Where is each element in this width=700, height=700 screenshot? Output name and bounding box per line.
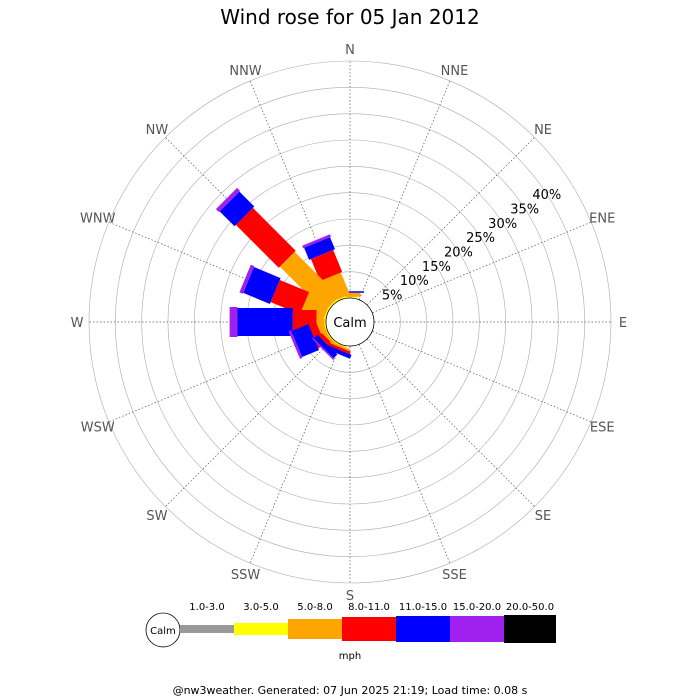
direction-label-se: SE	[535, 509, 551, 524]
grid-spoke	[349, 321, 535, 507]
wind-bar-w-1	[324, 316, 326, 328]
direction-label-nnw: NNW	[229, 64, 261, 79]
legend-swatch-0	[180, 625, 234, 633]
grid-spoke	[349, 137, 535, 323]
wind-bar-wnw-3	[270, 280, 310, 315]
direction-label-w: W	[71, 316, 84, 331]
wind-bar-nw-2	[279, 251, 340, 312]
wind-bar-nw-5	[215, 187, 241, 213]
direction-label-n: N	[345, 43, 355, 58]
grid-ring	[88, 60, 612, 584]
wind-bar-nw-3	[235, 207, 296, 268]
radial-grid	[88, 60, 612, 584]
wind-bar-wnw-1	[324, 306, 331, 319]
grid-spoke	[165, 321, 351, 507]
legend-unit: mph	[339, 651, 361, 662]
speed-legend: Calm 1.0-3.0 3.0-5.0 5.0-8.0 8.0-11.0 11.0-15…	[145, 602, 556, 662]
wind-bar-wsw-5	[288, 330, 303, 359]
percent-label: 10%	[400, 274, 429, 289]
wind-bar-ssw-2	[329, 341, 351, 352]
direction-label-wsw: WSW	[81, 420, 115, 435]
legend-swatch-1	[234, 623, 288, 635]
direction-label-e: E	[619, 316, 627, 331]
wind-bar-nw-4	[219, 191, 255, 227]
wind-bar-sw-1	[328, 334, 338, 344]
chart-title: Wind rose for 05 Jan 2012	[220, 5, 479, 29]
grid-ring	[220, 192, 480, 452]
direction-label-nne: NNE	[441, 64, 469, 79]
direction-label-sse: SSE	[442, 568, 467, 583]
direction-label-sw: SW	[146, 509, 167, 524]
footer-text: @nw3weather. Generated: 07 Jun 2025 21:1…	[173, 684, 528, 697]
grid-spoke	[249, 321, 351, 564]
direction-label-wnw: WNW	[80, 212, 116, 227]
wind-bar-ssw-3	[327, 342, 351, 355]
grid-spoke	[349, 80, 451, 323]
legend-swatch-2	[288, 619, 342, 639]
legend-swatch-4	[396, 616, 450, 642]
direction-label-ssw: SSW	[231, 568, 261, 583]
legend-label-6: 20.0-50.0	[506, 602, 554, 613]
wind-bar-wsw-4	[291, 324, 320, 357]
grid-ring	[141, 113, 559, 531]
wind-bar-n-1	[344, 296, 356, 298]
percent-label: 5%	[382, 289, 403, 304]
wind-bar-wsw-1	[324, 325, 331, 338]
wind-bar-nnw-3	[311, 250, 343, 282]
percent-label: 20%	[444, 246, 473, 261]
grid-spoke	[349, 321, 592, 423]
direction-label-nw: NW	[146, 123, 169, 138]
legend-label-4: 11.0-15.0	[399, 602, 447, 613]
legend-label-5: 15.0-20.0	[453, 602, 501, 613]
legend-label-3: 8.0-11.0	[348, 602, 390, 613]
legend-label-2: 5.0-8.0	[297, 602, 332, 613]
grid-ring	[194, 166, 506, 478]
legend-label-1: 3.0-5.0	[243, 602, 278, 613]
percent-label: 25%	[466, 231, 495, 246]
wind-bar-wnw-4	[243, 267, 281, 304]
wind-bar-nnw-1	[334, 296, 347, 303]
percent-label: 40%	[532, 188, 561, 203]
wind-bar-nnw-5	[302, 234, 331, 249]
legend-label-0: 1.0-3.0	[189, 602, 224, 613]
legend-calm-label: Calm	[150, 626, 176, 637]
legend-swatch-5	[450, 616, 504, 642]
wind-bar-w-5	[229, 307, 238, 337]
direction-label-s: S	[346, 589, 354, 604]
wind-bar-ssw-4	[324, 344, 352, 359]
direction-labels: N NNE NE ENE E ESE SE SSE S SSW SW WSW W WNW NW NNW	[71, 43, 628, 604]
wind-bar-nw-1	[327, 299, 338, 310]
legend-swatch-3	[342, 617, 396, 641]
wind-bars	[215, 187, 364, 360]
wind-bar-nnw-4	[304, 237, 335, 260]
direction-label-ene: ENE	[589, 212, 615, 227]
wind-bar-sw-5	[312, 337, 335, 360]
direction-label-ese: ESE	[590, 420, 615, 435]
calm-label: Calm	[333, 316, 366, 331]
calm-circle: Calm	[325, 297, 375, 347]
wind-bar-ssw-1	[334, 341, 347, 348]
percent-label: 15%	[422, 260, 451, 275]
grid-spoke	[349, 221, 592, 323]
percent-labels: 5%10%15%20%25%30%35%40%	[382, 188, 561, 303]
grid-spoke	[349, 321, 451, 564]
percent-label: 35%	[510, 203, 539, 218]
wind-bar-wnw-5	[239, 264, 255, 294]
wind-bar-w-4	[237, 308, 293, 336]
direction-label-ne: NE	[534, 123, 552, 138]
percent-label: 30%	[488, 217, 517, 232]
legend-swatch-6	[504, 615, 556, 643]
